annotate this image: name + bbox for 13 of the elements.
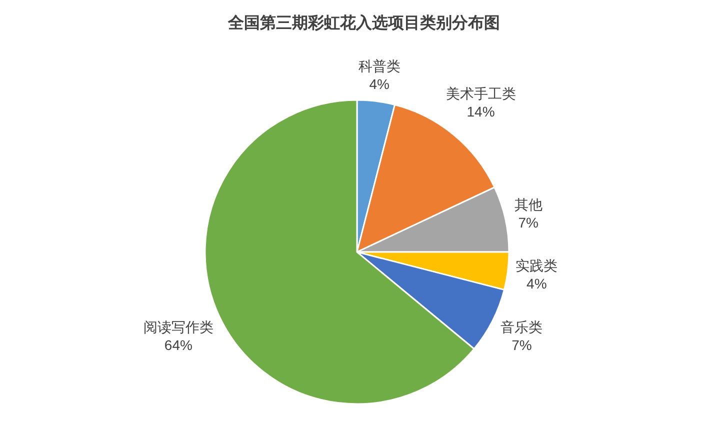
slice-label: 音乐类	[500, 318, 543, 335]
slice-label: 科普类	[358, 58, 400, 74]
data-label: 7%	[518, 214, 538, 231]
slice-label: 美术手工类	[446, 85, 516, 102]
slice-label: 阅读写作类	[143, 319, 214, 336]
slice-label: 实践类	[516, 258, 558, 274]
data-label: 7%	[512, 336, 532, 353]
chart-title: 全国第三期彩虹花入选项目类别分布图	[227, 14, 500, 32]
slice-label: 其他	[514, 196, 542, 213]
data-label: 4%	[526, 276, 547, 292]
data-label: 4%	[369, 76, 390, 92]
data-label: 14%	[466, 103, 495, 120]
data-label: 64%	[164, 337, 192, 354]
